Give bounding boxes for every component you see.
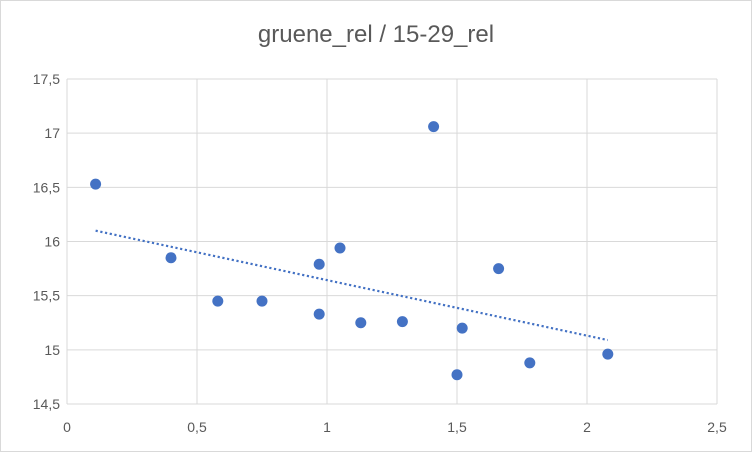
data-point	[212, 295, 224, 307]
y-tick-label: 14,5	[33, 396, 60, 412]
data-point	[602, 348, 614, 360]
data-point	[428, 121, 440, 133]
data-point	[313, 308, 325, 320]
trendline	[95, 229, 609, 342]
y-tick-label: 15	[44, 342, 60, 358]
y-tick-label: 17,5	[33, 71, 60, 87]
data-point	[313, 258, 325, 270]
y-tick-label: 15,5	[33, 288, 60, 304]
trendline-layer	[95, 229, 609, 342]
data-point	[456, 322, 468, 334]
y-tick-label: 17	[44, 125, 60, 141]
chart-title: gruene_rel / 15-29_rel	[257, 21, 495, 48]
x-tick-label: 2	[583, 419, 591, 435]
x-axis-tick-labels: 0 0,5 1 1,5 2 2,5	[63, 419, 727, 435]
data-point	[256, 295, 268, 307]
x-tick-label: 0,5	[187, 419, 207, 435]
data-point	[355, 317, 367, 329]
x-tick-label: 0	[63, 419, 71, 435]
data-point	[493, 263, 505, 275]
x-tick-label: 2,5	[707, 419, 727, 435]
data-point	[165, 252, 177, 264]
y-tick-label: 16,5	[33, 179, 60, 195]
data-point	[90, 178, 102, 190]
x-tick-label: 1	[323, 419, 331, 435]
data-points	[90, 121, 614, 381]
y-axis-tick-labels: 14,5 15 15,5 16 16,5 17 17,5	[33, 71, 60, 412]
data-point	[334, 242, 346, 254]
y-tick-label: 16	[44, 234, 60, 250]
data-point	[524, 357, 536, 369]
x-tick-label: 1,5	[447, 419, 467, 435]
data-point	[396, 316, 408, 328]
data-point	[451, 369, 463, 381]
gridlines	[66, 78, 718, 405]
